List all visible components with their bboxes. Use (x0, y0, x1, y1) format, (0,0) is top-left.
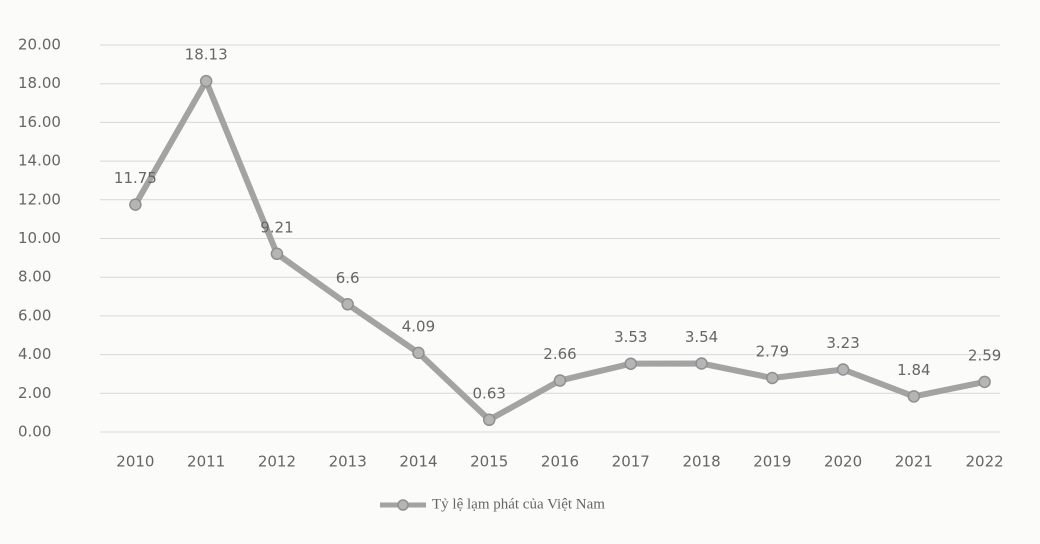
point-marker (199, 74, 213, 88)
point-marker (624, 357, 638, 370)
y-tick-label: 6.00 (18, 306, 51, 324)
y-tick-label: 0.00 (18, 423, 51, 441)
data-label: 3.23 (826, 334, 859, 352)
x-tick-label: 2010 (116, 453, 154, 471)
y-tick-label: 8.00 (18, 268, 51, 286)
point-marker (553, 374, 567, 387)
data-label: 2.59 (968, 346, 1001, 364)
point-marker (129, 198, 142, 211)
data-label: 9.21 (260, 218, 293, 236)
legend-label: Tỷ lệ lạm phát của Việt Nam (432, 496, 605, 512)
x-tick-label: 2018 (682, 453, 720, 471)
point-marker (836, 363, 850, 376)
y-tick-label: 12.00 (18, 190, 61, 208)
y-tick-label: 2.00 (18, 384, 51, 402)
x-tick-label: 2013 (329, 453, 367, 471)
point-marker (907, 390, 921, 403)
point-marker (341, 298, 354, 311)
point-marker (482, 413, 496, 427)
data-label: 2.66 (543, 345, 576, 363)
x-tick-label: 2016 (541, 453, 579, 471)
data-label: 3.54 (685, 328, 718, 346)
data-label: 4.09 (402, 317, 435, 335)
y-tick-label: 14.00 (18, 152, 61, 170)
x-tick-label: 2012 (258, 453, 296, 471)
data-label: 1.84 (897, 361, 930, 379)
x-tick-label: 2014 (399, 453, 437, 471)
data-label: 6.6 (336, 269, 360, 287)
y-tick-label: 10.00 (18, 229, 61, 247)
point-marker (270, 247, 284, 261)
data-label: 2.79 (756, 343, 789, 361)
data-label: 0.63 (473, 384, 506, 402)
x-tick-label: 2019 (753, 453, 791, 471)
data-label: 18.13 (185, 46, 228, 64)
point-marker (412, 346, 425, 360)
legend-marker (397, 499, 409, 511)
y-tick-label: 20.00 (18, 36, 61, 54)
x-tick-label: 2017 (612, 453, 650, 471)
x-tick-label: 2015 (470, 453, 508, 471)
x-tick-label: 2021 (895, 453, 933, 471)
y-tick-label: 4.00 (18, 345, 51, 363)
y-tick-label: 18.00 (18, 74, 61, 92)
x-tick-label: 2022 (966, 453, 1004, 471)
x-tick-label: 2011 (187, 453, 225, 471)
point-marker (695, 357, 708, 370)
y-tick-label: 16.00 (18, 113, 61, 131)
point-marker (766, 371, 779, 385)
point-marker (978, 375, 991, 389)
x-tick-label: 2020 (824, 453, 862, 471)
data-label: 3.53 (614, 328, 647, 346)
data-label: 11.75 (114, 169, 157, 187)
